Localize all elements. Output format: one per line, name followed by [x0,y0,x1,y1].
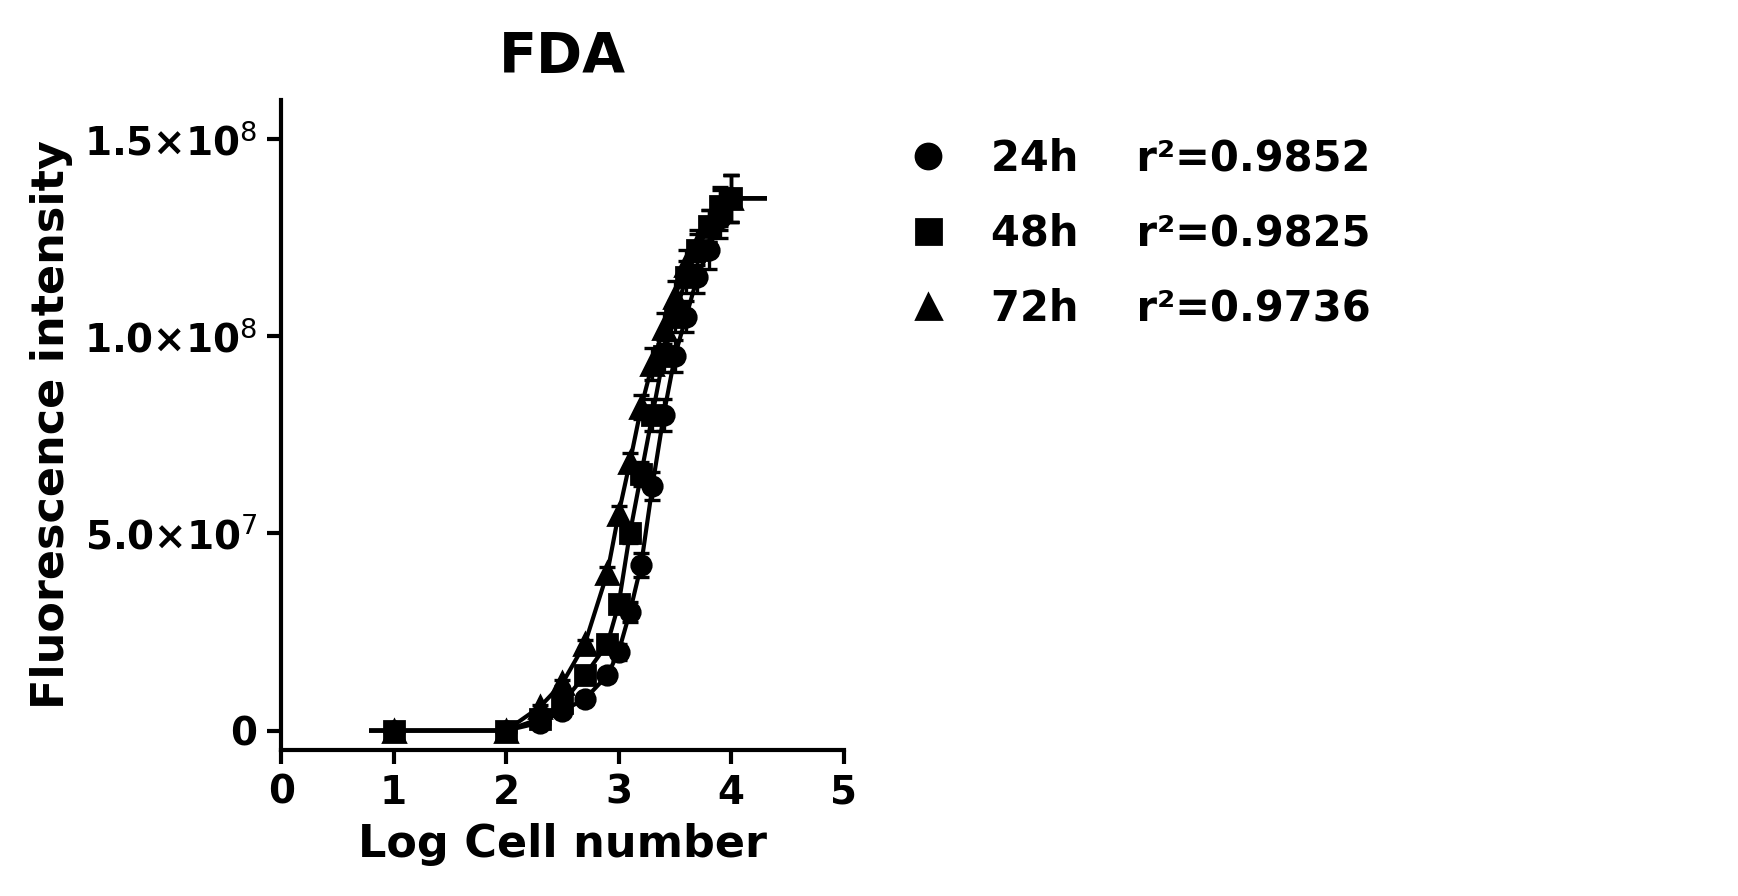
Y-axis label: Fluorescence intensity: Fluorescence intensity [30,141,73,710]
Legend: 24h    r²=0.9852, 48h    r²=0.9825, 72h    r²=0.9736: 24h r²=0.9852, 48h r²=0.9825, 72h r²=0.9… [871,121,1387,347]
Title: FDA: FDA [499,30,626,84]
X-axis label: Log Cell number: Log Cell number [358,823,766,866]
